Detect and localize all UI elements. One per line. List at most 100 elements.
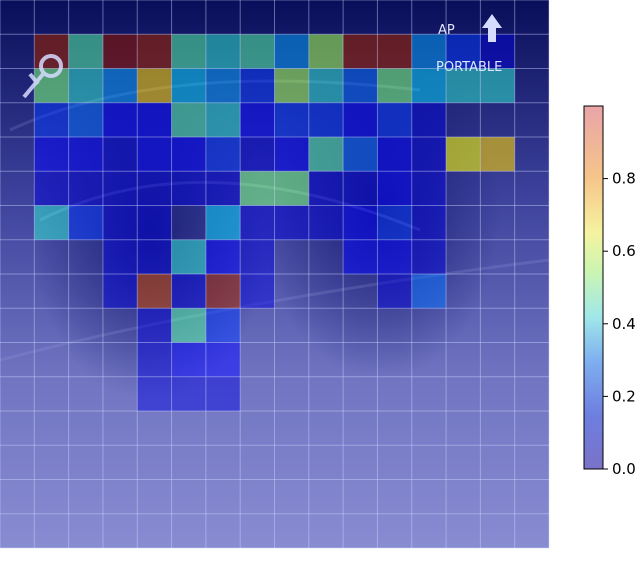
heatmap-cell xyxy=(0,171,35,206)
heatmap-cell xyxy=(34,102,69,137)
heatmap-cell xyxy=(171,171,206,206)
heatmap-cell xyxy=(240,239,275,274)
heatmap-cell xyxy=(0,0,35,35)
heatmap-cell xyxy=(514,513,549,548)
heatmap-cell xyxy=(377,205,412,240)
heatmap-cell xyxy=(514,376,549,411)
heatmap-cell xyxy=(68,239,103,274)
heatmap-cell xyxy=(411,274,447,309)
heatmap-cell xyxy=(102,342,138,377)
heatmap-cell xyxy=(411,137,447,172)
heatmap-cell xyxy=(446,137,481,172)
heatmap-cell xyxy=(68,0,103,35)
heatmap-cell xyxy=(274,411,309,446)
heatmap-cell xyxy=(411,205,447,240)
heatmap-cell xyxy=(240,171,275,206)
heatmap-cell xyxy=(343,34,378,69)
heatmap-cell xyxy=(102,205,138,240)
heatmap-cell xyxy=(240,68,275,103)
heatmap-cell xyxy=(411,376,447,411)
heatmap-cell xyxy=(411,171,447,206)
heatmap-cell xyxy=(274,239,309,274)
heatmap-cell xyxy=(446,479,481,514)
heatmap-cell xyxy=(480,205,515,240)
heatmap-cell xyxy=(34,171,69,206)
heatmap-cell xyxy=(411,308,447,343)
heatmap-cell xyxy=(274,102,309,137)
heatmap-cell xyxy=(514,274,549,309)
heatmap-cell xyxy=(68,102,103,137)
heatmap-cell xyxy=(411,239,447,274)
heatmap-cell xyxy=(480,411,515,446)
heatmap-cell xyxy=(446,102,481,137)
heatmap-cell xyxy=(308,205,344,240)
heatmap-cell xyxy=(480,376,515,411)
heatmap-cell xyxy=(274,34,309,69)
heatmap-cell xyxy=(308,274,344,309)
heatmap-cell xyxy=(0,205,35,240)
heatmap-cell xyxy=(240,0,275,35)
heatmap-cell xyxy=(205,274,241,309)
heatmap-cell xyxy=(171,445,206,480)
heatmap-cell xyxy=(137,137,172,172)
heatmap-cell xyxy=(102,411,138,446)
heatmap-cell xyxy=(68,137,103,172)
heatmap-cell xyxy=(411,513,447,548)
heatmap-cell xyxy=(377,513,412,548)
heatmap-cell xyxy=(480,0,515,35)
heatmap-cell xyxy=(68,445,103,480)
heatmap-cell xyxy=(411,68,447,103)
marker-tool-icon xyxy=(22,54,63,99)
heatmap-cell xyxy=(446,274,481,309)
heatmap-cell xyxy=(274,205,309,240)
heatmap-cell xyxy=(240,376,275,411)
heatmap-cell xyxy=(102,308,138,343)
heatmap-cell xyxy=(514,445,549,480)
heatmap-cell xyxy=(308,34,344,69)
heatmap-cell xyxy=(514,205,549,240)
heatmap-cell xyxy=(102,513,138,548)
heatmap-cell xyxy=(308,445,344,480)
heatmap-cell xyxy=(480,102,515,137)
grid-lines xyxy=(0,0,550,549)
heatmap-cell xyxy=(68,34,103,69)
heatmap-cell xyxy=(205,205,241,240)
heatmap-cell xyxy=(480,171,515,206)
heatmap-cell xyxy=(205,102,241,137)
heatmap-cell xyxy=(34,479,69,514)
heatmap-cell xyxy=(480,513,515,548)
heatmap-cell xyxy=(480,274,515,309)
heatmap-cell xyxy=(137,34,172,69)
heatmap-cell xyxy=(0,513,35,548)
heatmap-cell xyxy=(411,34,447,69)
heatmap-cell xyxy=(480,479,515,514)
heatmap-cell xyxy=(274,171,309,206)
heatmap-cell xyxy=(343,274,378,309)
heatmap-cell xyxy=(446,171,481,206)
colorbar: 0.0 0.2 0.4 0.6 0.8 xyxy=(583,105,636,478)
heatmap-cell xyxy=(0,445,35,480)
heatmap-cell xyxy=(308,308,344,343)
heatmap-cell xyxy=(377,342,412,377)
heatmap-cell xyxy=(308,411,344,446)
heatmap-cell xyxy=(240,137,275,172)
heatmap-cell xyxy=(343,513,378,548)
heatmap-cell xyxy=(411,411,447,446)
heatmap-cell xyxy=(171,308,206,343)
heatmap-cell xyxy=(102,171,138,206)
heatmap-cell xyxy=(137,479,172,514)
heatmap-cell xyxy=(377,445,412,480)
heatmap-cell xyxy=(240,513,275,548)
heatmap-cell xyxy=(171,205,206,240)
heatmap-cell xyxy=(205,308,241,343)
heatmap-cell xyxy=(308,342,344,377)
heatmap-cell xyxy=(34,308,69,343)
heatmap-cell xyxy=(343,376,378,411)
heatmap-cell xyxy=(171,34,206,69)
heatmap-cell xyxy=(377,0,412,35)
heatmap-cell xyxy=(102,376,138,411)
heatmap-cell xyxy=(308,0,344,35)
heatmap-cell xyxy=(0,411,35,446)
heatmap-cell xyxy=(102,479,138,514)
heatmap-cell xyxy=(343,68,378,103)
